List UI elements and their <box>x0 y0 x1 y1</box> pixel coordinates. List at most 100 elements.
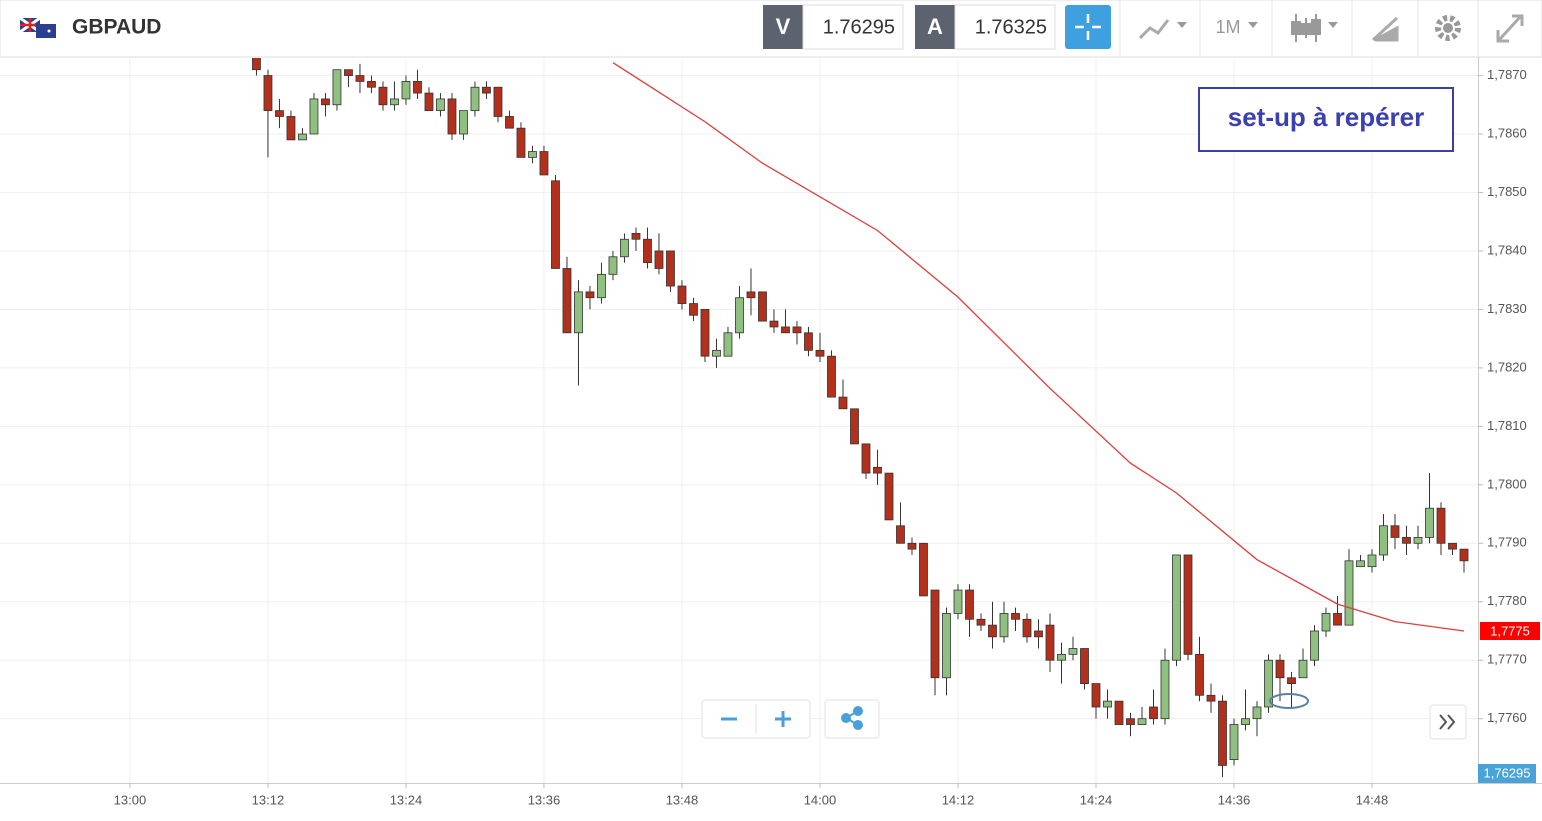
candle-body <box>999 613 1009 638</box>
x-tick-label: 14:48 <box>1356 792 1389 807</box>
x-tick-label: 14:00 <box>804 792 837 807</box>
candle-body <box>401 80 411 100</box>
settings-icon[interactable] <box>1435 15 1461 41</box>
candle-body <box>1459 548 1469 562</box>
timeframe[interactable]: 1M <box>1215 17 1240 37</box>
candle-body <box>1344 560 1354 626</box>
bid-box <box>802 4 904 50</box>
y-tick-label: 1,7780 <box>1487 593 1527 608</box>
price-tag-label: 1,76295 <box>1484 765 1531 780</box>
candle-body <box>436 98 445 112</box>
candle-body <box>735 297 744 334</box>
candle-body <box>850 408 859 445</box>
candle-body <box>482 86 491 94</box>
candle-body <box>286 116 296 141</box>
candle-body <box>608 256 618 275</box>
candle-body <box>1045 624 1055 661</box>
candle-body <box>1264 659 1273 708</box>
ask-button[interactable] <box>915 5 955 49</box>
candle-body <box>551 180 560 269</box>
candle-body <box>838 396 848 410</box>
candle-body <box>654 250 664 269</box>
separators <box>1119 0 1479 57</box>
candle-body <box>723 332 733 357</box>
candle-body <box>689 303 698 316</box>
candle-body <box>919 542 928 597</box>
x-tick-label: 13:36 <box>528 792 561 807</box>
candle-body <box>1379 525 1388 556</box>
candle-body <box>1275 659 1285 679</box>
candle-body <box>988 624 997 638</box>
candle-icon[interactable] <box>1291 14 1321 42</box>
y-tick-label: 1,7760 <box>1487 710 1527 725</box>
candle-body <box>413 80 422 94</box>
candle-body <box>1091 683 1101 708</box>
candle-body <box>470 86 480 112</box>
candle-body <box>332 69 342 106</box>
candle-body <box>884 472 894 521</box>
bid-button[interactable] <box>763 5 803 49</box>
price-tag <box>1478 764 1536 783</box>
candle-body <box>1321 613 1331 632</box>
candle-body <box>263 75 273 112</box>
axes: 1,7760 1,7770 1,7780 1,7790 1,7800 1,7810 1,78… <box>114 67 1540 807</box>
candle-body <box>252 58 261 71</box>
candle-body <box>1195 653 1204 696</box>
candle-body <box>953 589 963 614</box>
candle-body <box>1425 507 1434 538</box>
zoom-controls <box>701 699 1467 740</box>
candle-body <box>1356 560 1365 568</box>
draw-icon[interactable] <box>1371 16 1399 42</box>
chart-type-icon[interactable] <box>1138 19 1170 40</box>
candle-body <box>677 285 687 304</box>
zoom-in[interactable] <box>775 711 791 727</box>
candle-body <box>1068 648 1078 655</box>
x-tick-label: 13:24 <box>390 792 423 807</box>
candle-body <box>896 525 905 544</box>
y-tick-label: 1,7850 <box>1487 184 1527 199</box>
candle-body <box>643 238 652 264</box>
candle-body <box>1034 630 1043 638</box>
candle-body <box>424 92 434 112</box>
candle-body <box>815 349 825 357</box>
expand-icon[interactable] <box>1496 14 1524 43</box>
share-icon[interactable] <box>841 706 863 730</box>
candle-body <box>1436 507 1446 544</box>
highlight-ellipse <box>1269 693 1309 709</box>
candle-body <box>1114 700 1124 725</box>
candle-body <box>1057 653 1066 661</box>
ma-price-tag <box>1480 621 1540 640</box>
candle-body <box>321 98 330 106</box>
symbol: GBPAUD <box>72 16 161 39</box>
candle-body <box>666 250 675 287</box>
y-tick-label: 1,7790 <box>1487 535 1527 550</box>
candle-body <box>781 326 790 334</box>
plot <box>252 58 1469 778</box>
candle-body <box>861 443 871 474</box>
candle-body <box>1103 700 1112 708</box>
scroll-end[interactable] <box>1439 714 1456 730</box>
candle-body <box>539 151 549 176</box>
candle-body <box>1298 659 1308 679</box>
ma-price-label: 1,7775 <box>1490 623 1530 638</box>
candle-body <box>1229 724 1239 761</box>
candle-body <box>597 273 606 299</box>
candle-body <box>1160 659 1170 720</box>
moving-average <box>612 62 1465 632</box>
candle-body <box>1367 554 1377 568</box>
candle-body <box>516 127 526 158</box>
candle-body <box>447 98 457 135</box>
x-tick-label: 13:00 <box>114 792 147 807</box>
candle-body <box>1390 525 1400 538</box>
annotation-box <box>1198 87 1454 152</box>
crosshair-button[interactable] <box>1065 5 1111 49</box>
candle-body <box>712 349 721 357</box>
y-tick-label: 1,7800 <box>1487 476 1527 491</box>
grid <box>0 58 1478 783</box>
x-tick-label: 14:12 <box>942 792 975 807</box>
candle-body <box>309 98 319 135</box>
settings-core <box>1443 23 1453 33</box>
y-tick-label: 1,7870 <box>1487 67 1527 82</box>
flag-icon <box>19 16 56 38</box>
candle-body <box>930 589 940 679</box>
